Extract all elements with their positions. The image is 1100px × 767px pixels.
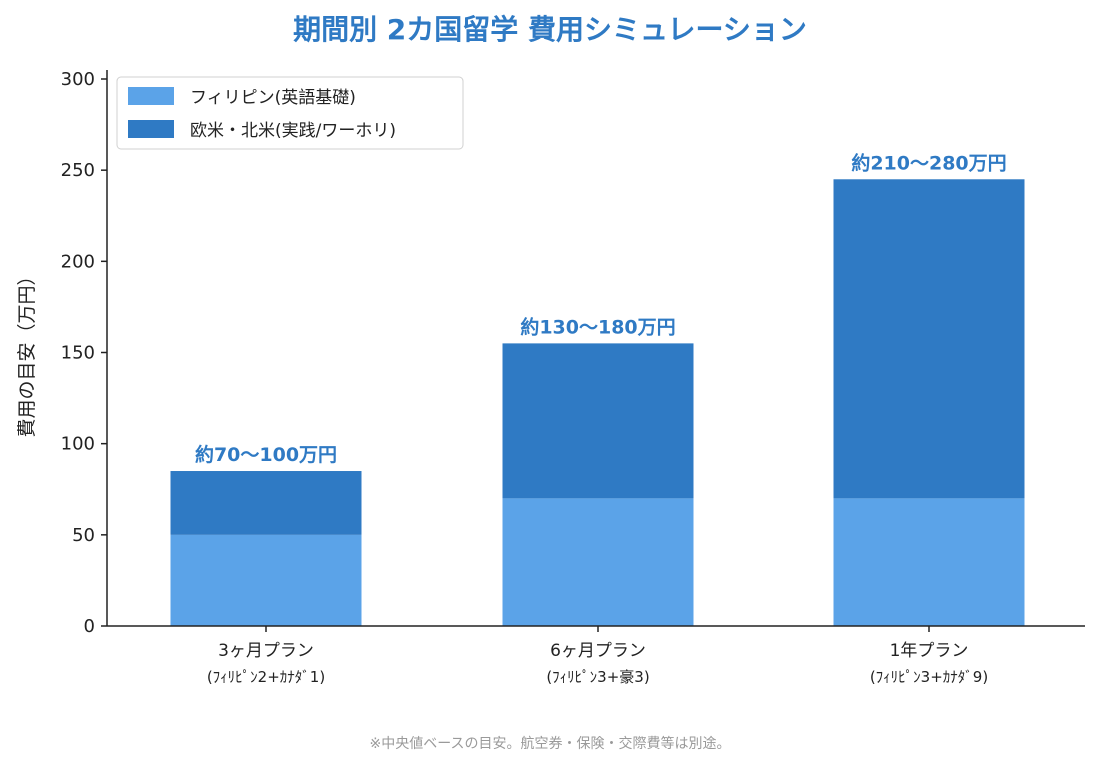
- bar-data-label: 約210〜280万円: [851, 151, 1006, 174]
- x-category-sublabel: (ﾌｨﾘﾋﾟﾝ2+ｶﾅﾀﾞ1): [207, 668, 325, 686]
- footnote: ※中央値ベースの目安。航空券・保険・交際費等は別途。: [369, 736, 731, 752]
- x-category-label: 3ヶ月プラン: [218, 641, 314, 661]
- bars-layer: [170, 179, 1025, 626]
- legend-swatch-1: [128, 87, 174, 105]
- chart-title: 期間別 2カ国留学 費用シミュレーション: [293, 13, 807, 46]
- y-tick-label: 300: [61, 69, 95, 90]
- y-tick-label: 0: [84, 616, 95, 637]
- y-axis-label: 費用の目安（万円）: [16, 266, 38, 437]
- y-tick-label: 250: [61, 160, 95, 181]
- x-category-label: 1年プラン: [890, 641, 969, 661]
- x-category-label: 6ヶ月プラン: [550, 641, 646, 661]
- x-category-sublabel: (ﾌｨﾘﾋﾟﾝ3+ｶﾅﾀﾞ9): [870, 668, 988, 686]
- legend-frame: [116, 76, 464, 150]
- y-tick-label: 100: [61, 434, 95, 455]
- bar-data-label: 約70〜100万円: [195, 443, 337, 466]
- y-ticks: 0 50 100 150 200 250 300: [61, 69, 107, 637]
- bar-segment-1: [833, 498, 1025, 626]
- y-tick-label: 200: [61, 251, 95, 272]
- legend: フィリピン(英語基礎) 欧米・北米(実践/ワーホリ): [116, 76, 464, 150]
- bar-segment-1: [170, 534, 362, 626]
- bar-segment-1: [502, 498, 694, 626]
- bar-data-label: 約130〜180万円: [520, 315, 675, 338]
- axes-layer: [106, 70, 1085, 627]
- legend-label-1: フィリピン(英語基礎): [190, 88, 356, 108]
- y-tick-label: 150: [61, 343, 95, 364]
- x-category-sublabel: (ﾌｨﾘﾋﾟﾝ3+豪3): [546, 668, 649, 686]
- legend-label-2: 欧米・北米(実践/ワーホリ): [190, 121, 396, 141]
- x-categories: 3ヶ月プラン (ﾌｨﾘﾋﾟﾝ2+ｶﾅﾀﾞ1) 6ヶ月プラン (ﾌｨﾘﾋﾟﾝ3+豪3) 1…: [207, 626, 988, 686]
- bar-segment-2: [170, 471, 362, 535]
- legend-swatch-2: [128, 120, 174, 138]
- bar-segment-2: [833, 179, 1025, 499]
- y-tick-label: 50: [72, 525, 95, 546]
- bar-segment-2: [502, 343, 694, 499]
- data-labels: 約70〜100万円 約130〜180万円 約210〜280万円: [195, 151, 1007, 466]
